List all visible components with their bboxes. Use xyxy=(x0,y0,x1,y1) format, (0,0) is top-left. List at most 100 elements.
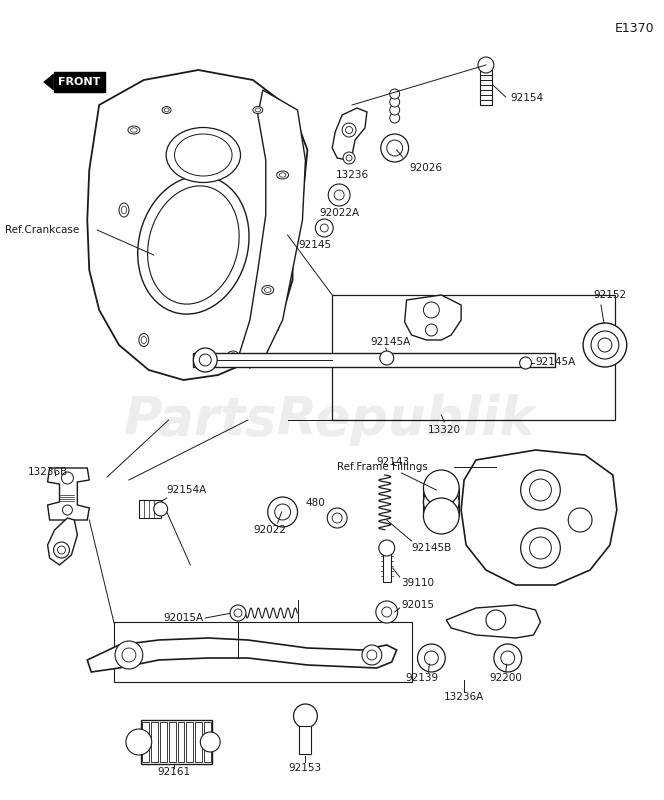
Circle shape xyxy=(234,609,242,617)
Text: 480: 480 xyxy=(305,498,325,508)
Circle shape xyxy=(362,645,382,665)
Ellipse shape xyxy=(230,353,236,357)
Ellipse shape xyxy=(122,206,127,214)
Circle shape xyxy=(62,472,74,484)
Ellipse shape xyxy=(166,127,240,182)
Bar xyxy=(193,353,555,367)
Text: 92026: 92026 xyxy=(410,163,443,173)
Text: Ref.Frame Fillings: Ref.Frame Fillings xyxy=(337,462,428,472)
Ellipse shape xyxy=(119,203,129,217)
Ellipse shape xyxy=(264,287,271,293)
Ellipse shape xyxy=(139,334,149,346)
Circle shape xyxy=(390,97,400,107)
Ellipse shape xyxy=(277,171,289,179)
Circle shape xyxy=(432,492,452,512)
Bar xyxy=(187,722,193,762)
Text: 39110: 39110 xyxy=(402,578,435,588)
Circle shape xyxy=(486,610,506,630)
Text: 92152: 92152 xyxy=(593,290,626,300)
Bar xyxy=(424,488,459,516)
Circle shape xyxy=(424,484,459,520)
Bar xyxy=(382,552,390,582)
Ellipse shape xyxy=(147,186,239,304)
Circle shape xyxy=(390,89,400,99)
Circle shape xyxy=(275,504,291,520)
Circle shape xyxy=(591,331,619,359)
Circle shape xyxy=(268,497,297,527)
Circle shape xyxy=(386,140,402,156)
Circle shape xyxy=(115,641,143,669)
Text: 92015: 92015 xyxy=(402,600,435,610)
Circle shape xyxy=(501,651,515,665)
Polygon shape xyxy=(87,70,307,380)
Text: 92154A: 92154A xyxy=(167,485,207,495)
Circle shape xyxy=(293,704,317,728)
Text: 92022A: 92022A xyxy=(319,208,359,218)
Circle shape xyxy=(494,644,522,672)
Text: 92145B: 92145B xyxy=(412,543,452,553)
Text: 92015A: 92015A xyxy=(163,613,204,623)
Ellipse shape xyxy=(253,106,263,114)
Circle shape xyxy=(426,324,438,336)
Circle shape xyxy=(381,134,408,162)
Circle shape xyxy=(122,648,136,662)
Polygon shape xyxy=(48,518,77,565)
Circle shape xyxy=(54,542,70,558)
Circle shape xyxy=(230,605,246,621)
Text: 13320: 13320 xyxy=(428,425,461,435)
Text: 92145A: 92145A xyxy=(535,357,576,367)
Circle shape xyxy=(126,729,152,755)
Text: 13236: 13236 xyxy=(335,170,369,180)
Circle shape xyxy=(424,470,459,506)
Circle shape xyxy=(153,502,167,516)
Text: 92145: 92145 xyxy=(299,240,332,250)
Bar xyxy=(177,722,185,762)
Circle shape xyxy=(390,105,400,115)
Polygon shape xyxy=(461,450,617,585)
Circle shape xyxy=(315,219,333,237)
Bar xyxy=(195,722,203,762)
Circle shape xyxy=(520,357,532,369)
Circle shape xyxy=(332,513,342,523)
Ellipse shape xyxy=(262,286,274,294)
Circle shape xyxy=(327,508,347,528)
Text: 92022: 92022 xyxy=(253,525,286,535)
Polygon shape xyxy=(238,90,305,368)
Polygon shape xyxy=(404,295,461,340)
Bar xyxy=(332,295,615,420)
Circle shape xyxy=(345,126,353,134)
Text: 92200: 92200 xyxy=(489,673,522,683)
Polygon shape xyxy=(332,108,367,160)
Bar xyxy=(139,500,161,518)
Circle shape xyxy=(390,113,400,123)
Ellipse shape xyxy=(280,173,286,178)
Circle shape xyxy=(521,470,560,510)
Circle shape xyxy=(320,224,328,232)
Bar xyxy=(169,722,175,762)
Circle shape xyxy=(598,338,612,352)
Circle shape xyxy=(521,528,560,568)
Circle shape xyxy=(201,732,220,752)
Circle shape xyxy=(193,348,217,372)
Circle shape xyxy=(334,190,344,200)
Text: 13236B: 13236B xyxy=(28,467,68,477)
Polygon shape xyxy=(48,468,89,520)
Circle shape xyxy=(424,302,440,318)
Circle shape xyxy=(58,546,66,554)
Circle shape xyxy=(379,540,394,556)
Circle shape xyxy=(346,155,352,161)
Circle shape xyxy=(530,537,551,559)
Circle shape xyxy=(424,498,459,534)
Bar xyxy=(205,722,211,762)
Circle shape xyxy=(478,57,494,73)
Polygon shape xyxy=(446,605,540,638)
Circle shape xyxy=(328,184,350,206)
Text: FRONT: FRONT xyxy=(58,77,100,87)
Text: 92161: 92161 xyxy=(157,767,190,777)
Text: 92145A: 92145A xyxy=(370,337,410,347)
Ellipse shape xyxy=(141,337,147,343)
Circle shape xyxy=(367,650,377,660)
Bar xyxy=(114,622,412,682)
Circle shape xyxy=(62,505,72,515)
Ellipse shape xyxy=(162,106,171,114)
